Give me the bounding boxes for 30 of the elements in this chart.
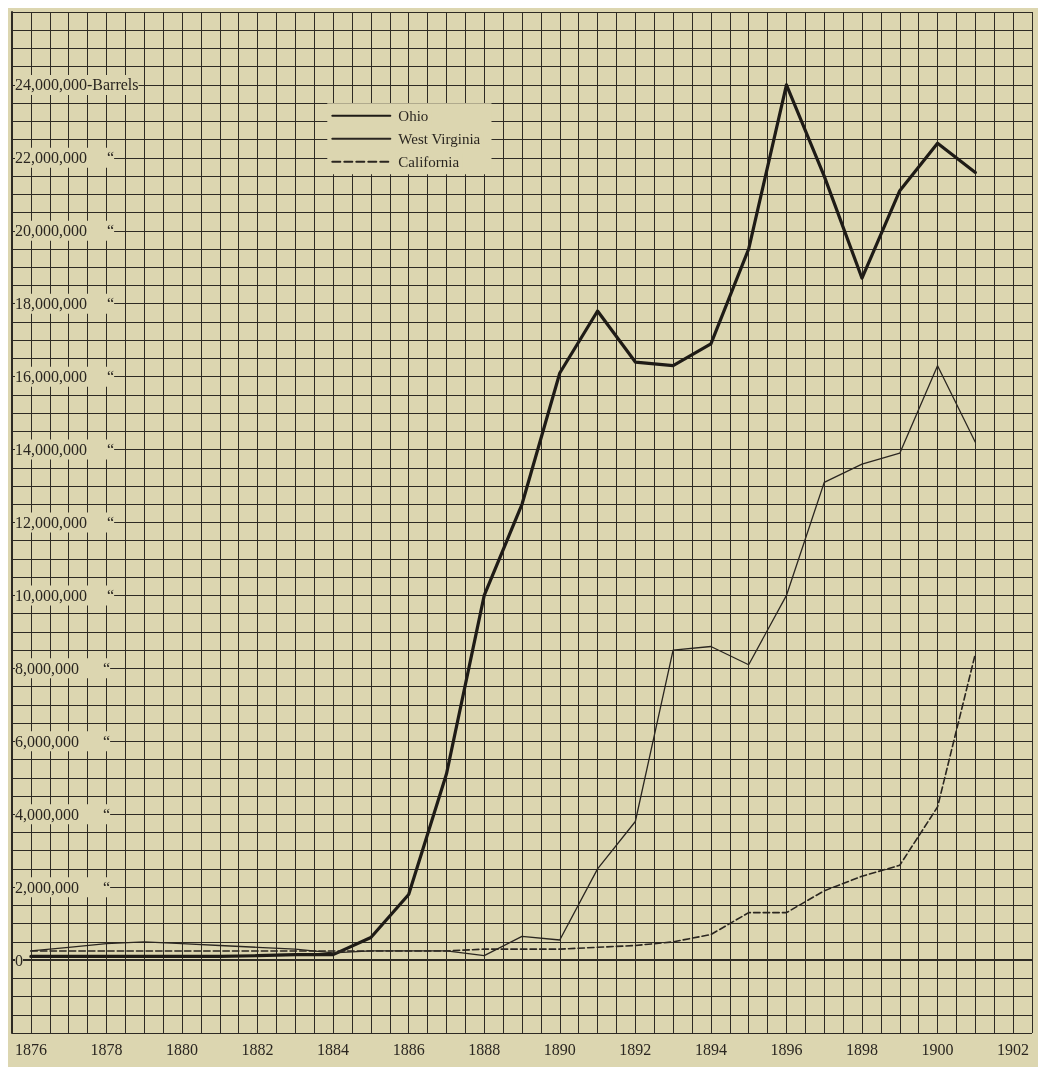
- x-tick-label: 1896: [770, 1040, 803, 1058]
- x-tick-label: 1900: [921, 1040, 954, 1058]
- y-tick-label: 24,000,000-Barrels: [15, 76, 139, 94]
- y-tick-label: 18,000,000 “: [15, 295, 115, 313]
- x-tick-label: 1878: [90, 1040, 123, 1058]
- x-tick-label: 1894: [694, 1040, 727, 1058]
- y-tick-label: 10,000,000 “: [15, 586, 115, 604]
- x-tick-label: 1880: [166, 1040, 198, 1058]
- y-tick-label: 22,000,000 “: [15, 149, 115, 167]
- legend-label: California: [398, 153, 460, 170]
- y-tick-label: 0: [15, 951, 23, 969]
- x-tick-label: 1888: [468, 1040, 501, 1058]
- y-tick-label: 6,000,000 “: [15, 732, 111, 750]
- legend-label: West Virginia: [398, 130, 481, 147]
- legend-label: Ohio: [398, 107, 429, 124]
- y-tick-label: 8,000,000 “: [15, 659, 111, 677]
- x-tick-label: 1876: [14, 1040, 47, 1058]
- x-tick-label: 1902: [997, 1040, 1030, 1058]
- x-tick-label: 1882: [241, 1040, 274, 1058]
- x-tick-label: 1886: [392, 1040, 425, 1058]
- y-tick-label: 2,000,000 “: [15, 878, 111, 896]
- x-tick-label: 1892: [619, 1040, 652, 1058]
- y-tick-label: 14,000,000 “: [15, 441, 115, 459]
- x-tick-label: 1898: [846, 1040, 878, 1058]
- y-tick-label: 12,000,000 “: [15, 514, 115, 531]
- x-tick-label: 1884: [317, 1040, 350, 1058]
- y-tick-label: 16,000,000 “: [15, 368, 115, 386]
- x-tick-label: 1890: [543, 1040, 576, 1058]
- y-tick-label: 20,000,000 “: [15, 222, 115, 240]
- y-tick-label: 4,000,000 “: [15, 805, 111, 823]
